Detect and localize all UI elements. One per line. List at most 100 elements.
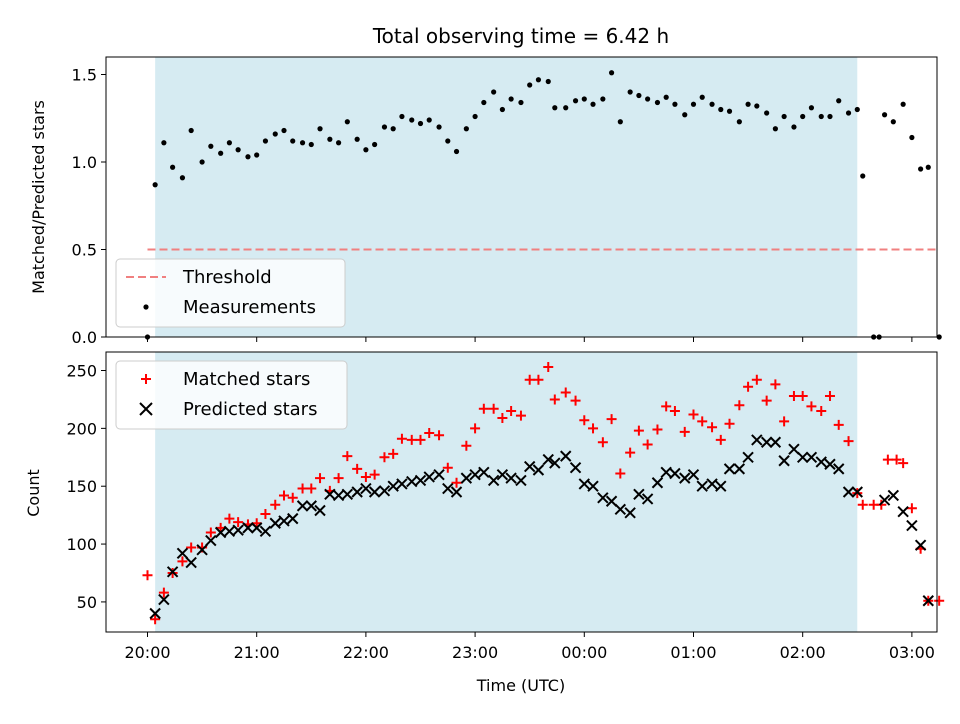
data-point — [679, 426, 690, 437]
data-point — [508, 96, 514, 102]
data-point — [533, 374, 544, 385]
x-tick-label: 02:00 — [780, 643, 826, 662]
data-point — [645, 96, 651, 102]
data-point — [934, 595, 945, 606]
data-point — [845, 110, 852, 116]
data-point — [663, 94, 669, 100]
data-point — [563, 105, 569, 111]
data-point — [769, 436, 782, 448]
data-point — [487, 474, 500, 487]
data-point — [806, 401, 817, 412]
y-tick-label: 1.5 — [72, 66, 97, 85]
data-point — [641, 493, 654, 505]
data-point — [608, 70, 615, 76]
data-point — [523, 460, 536, 473]
data-point — [226, 140, 232, 146]
data-point — [569, 461, 582, 474]
data-point — [142, 570, 153, 581]
data-point — [451, 477, 462, 488]
data-point — [218, 150, 224, 156]
data-point — [851, 486, 863, 498]
axes-frame — [105, 56, 938, 338]
data-point — [262, 138, 269, 144]
data-point — [399, 113, 405, 120]
data-point — [815, 456, 827, 468]
data-point — [297, 483, 308, 494]
data-point — [627, 89, 633, 95]
data-point — [679, 472, 691, 484]
data-point — [527, 82, 533, 88]
data-point — [315, 473, 326, 484]
data-point — [453, 148, 460, 155]
data-point — [426, 117, 432, 123]
series-matched-stars — [142, 362, 945, 625]
data-point — [636, 92, 642, 99]
data-point — [196, 544, 208, 556]
legend-label: Predicted stars — [183, 399, 317, 420]
data-point — [818, 113, 824, 120]
data-point — [800, 113, 806, 120]
data-point — [715, 434, 726, 445]
data-point — [597, 492, 609, 504]
data-point — [481, 99, 487, 106]
data-point — [761, 395, 772, 406]
data-point — [808, 105, 815, 111]
data-point — [433, 468, 445, 481]
legend-label: Matched stars — [183, 369, 310, 390]
data-point — [524, 374, 535, 385]
data-point — [424, 427, 435, 438]
data-point — [381, 124, 388, 130]
data-point — [936, 334, 942, 340]
data-point — [707, 422, 718, 433]
data-point — [406, 434, 417, 445]
data-point — [170, 164, 176, 170]
data-point — [414, 474, 427, 487]
data-point — [882, 454, 893, 465]
data-point — [360, 471, 371, 482]
data-point — [342, 451, 353, 462]
y-tick-label: 150 — [66, 477, 97, 496]
data-point — [842, 486, 855, 498]
data-point — [233, 517, 244, 528]
data-point — [442, 482, 454, 495]
data-point — [709, 101, 715, 107]
data-point — [760, 436, 773, 448]
data-point — [496, 468, 509, 481]
data-point — [881, 112, 888, 118]
x-axis-label: Time (UTC) — [476, 676, 565, 695]
legend: Threshold Measurements — [115, 258, 346, 328]
data-point — [770, 379, 781, 390]
data-point — [499, 106, 505, 113]
data-point — [897, 505, 909, 518]
data-point — [543, 362, 554, 373]
data-point — [816, 406, 827, 417]
data-point — [166, 566, 179, 578]
data-point — [149, 607, 161, 620]
data-point — [909, 134, 915, 141]
data-point — [281, 127, 287, 134]
legend-swatch — [139, 402, 153, 416]
data-point — [890, 119, 896, 125]
x-tick-label: 22:00 — [343, 643, 389, 662]
y-tick-label: 50 — [77, 593, 97, 612]
data-point — [254, 152, 260, 158]
data-point — [605, 495, 618, 507]
data-point — [672, 101, 678, 107]
data-point — [878, 494, 891, 506]
data-point — [387, 480, 399, 492]
data-point — [185, 556, 197, 569]
data-point — [259, 525, 272, 538]
data-point — [415, 434, 426, 445]
bottom-panel: 50 100 150 200 250 20:00 21:00 22:00 23:00 00:00 0… — [66, 351, 945, 662]
x-tick-label: 00:00 — [561, 643, 607, 662]
data-point — [344, 119, 350, 125]
data-point — [549, 394, 560, 405]
data-point — [396, 478, 408, 490]
data-point — [772, 126, 778, 132]
data-point — [922, 595, 934, 607]
data-point — [642, 439, 653, 450]
series-measurements — [144, 70, 942, 340]
data-point — [360, 482, 372, 495]
data-point — [354, 136, 360, 142]
legend: Matched stars Predicted stars — [115, 360, 348, 430]
